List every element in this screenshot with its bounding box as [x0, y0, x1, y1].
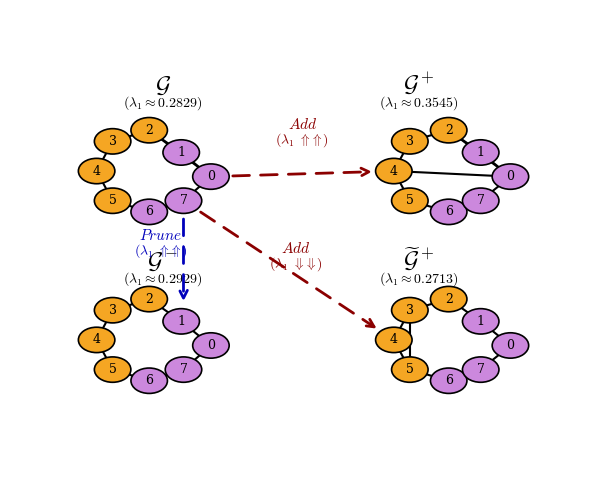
- Text: 6: 6: [145, 374, 153, 387]
- Text: 7: 7: [179, 194, 188, 207]
- Text: 6: 6: [445, 205, 453, 218]
- Ellipse shape: [492, 164, 529, 189]
- Text: $\mathcal{G}^+$: $\mathcal{G}^+$: [403, 71, 435, 97]
- Ellipse shape: [163, 140, 199, 165]
- Ellipse shape: [492, 333, 529, 358]
- Ellipse shape: [376, 327, 412, 353]
- Text: 3: 3: [109, 304, 117, 317]
- Text: 2: 2: [145, 124, 153, 137]
- Text: 7: 7: [477, 363, 484, 376]
- Text: 6: 6: [445, 374, 453, 387]
- Ellipse shape: [131, 286, 168, 312]
- Text: 3: 3: [109, 135, 117, 148]
- Ellipse shape: [94, 357, 131, 382]
- Text: 3: 3: [406, 135, 414, 148]
- Text: 5: 5: [406, 363, 414, 376]
- Text: 7: 7: [179, 363, 188, 376]
- Text: 5: 5: [109, 363, 117, 376]
- Text: $(\lambda_1 \approx 0.2713)$: $(\lambda_1 \approx 0.2713)$: [379, 270, 458, 288]
- Text: 1: 1: [477, 315, 485, 328]
- Text: $\mathcal{G}^-$: $\mathcal{G}^-$: [147, 250, 179, 273]
- Text: $\mathit{Add}$: $\mathit{Add}$: [288, 117, 317, 132]
- Text: $(\lambda_1\ \Uparrow\!\Uparrow)$: $(\lambda_1\ \Uparrow\!\Uparrow)$: [133, 242, 188, 260]
- Text: $\widetilde{\mathcal{G}}^+$: $\widetilde{\mathcal{G}}^+$: [403, 246, 435, 273]
- Ellipse shape: [392, 188, 428, 214]
- Text: $(\lambda_1\ \Downarrow\!\Downarrow)$: $(\lambda_1\ \Downarrow\!\Downarrow)$: [268, 255, 323, 273]
- Text: 7: 7: [477, 194, 484, 207]
- Text: 4: 4: [93, 164, 101, 177]
- Ellipse shape: [392, 297, 428, 323]
- Text: 1: 1: [177, 315, 185, 328]
- Text: 2: 2: [145, 293, 153, 306]
- Text: 1: 1: [177, 146, 185, 159]
- Ellipse shape: [94, 188, 131, 214]
- Ellipse shape: [78, 159, 115, 184]
- Text: 3: 3: [406, 304, 414, 317]
- Text: $(\lambda_1 \approx 0.2929)$: $(\lambda_1 \approx 0.2929)$: [123, 270, 202, 288]
- Text: 4: 4: [93, 334, 101, 347]
- Ellipse shape: [193, 164, 229, 189]
- Text: 2: 2: [445, 293, 453, 306]
- Text: $(\lambda_1 \approx 0.2829)$: $(\lambda_1 \approx 0.2829)$: [123, 94, 202, 112]
- Text: 1: 1: [477, 146, 485, 159]
- Text: 4: 4: [390, 164, 398, 177]
- Ellipse shape: [431, 199, 467, 225]
- Ellipse shape: [131, 118, 168, 143]
- Text: $\mathcal{G}$: $\mathcal{G}$: [155, 74, 171, 97]
- Text: $(\lambda_1\ \Uparrow\!\Uparrow)$: $(\lambda_1\ \Uparrow\!\Uparrow)$: [276, 131, 329, 149]
- Text: $\mathit{Add}$: $\mathit{Add}$: [281, 241, 310, 256]
- Ellipse shape: [193, 333, 229, 358]
- Text: 0: 0: [207, 170, 215, 183]
- Ellipse shape: [165, 188, 202, 214]
- Ellipse shape: [463, 357, 499, 382]
- Text: 6: 6: [145, 205, 153, 218]
- Text: $\mathit{Prune}$: $\mathit{Prune}$: [139, 228, 182, 243]
- Ellipse shape: [163, 308, 199, 334]
- Text: 0: 0: [207, 339, 215, 352]
- Ellipse shape: [463, 308, 499, 334]
- Text: 0: 0: [506, 170, 514, 183]
- Text: 5: 5: [109, 194, 117, 207]
- Text: 5: 5: [406, 194, 414, 207]
- Ellipse shape: [431, 118, 467, 143]
- Text: 4: 4: [390, 334, 398, 347]
- Ellipse shape: [376, 159, 412, 184]
- Text: 2: 2: [445, 124, 453, 137]
- Ellipse shape: [463, 140, 499, 165]
- Ellipse shape: [131, 199, 168, 225]
- Ellipse shape: [94, 297, 131, 323]
- Ellipse shape: [94, 129, 131, 154]
- Text: 0: 0: [506, 339, 514, 352]
- Ellipse shape: [463, 188, 499, 214]
- Ellipse shape: [78, 327, 115, 353]
- Ellipse shape: [392, 357, 428, 382]
- Ellipse shape: [131, 368, 168, 393]
- Text: $(\lambda_1 \approx 0.3545)$: $(\lambda_1 \approx 0.3545)$: [379, 94, 458, 112]
- Ellipse shape: [431, 368, 467, 393]
- Ellipse shape: [165, 357, 202, 382]
- Ellipse shape: [431, 286, 467, 312]
- Ellipse shape: [392, 129, 428, 154]
